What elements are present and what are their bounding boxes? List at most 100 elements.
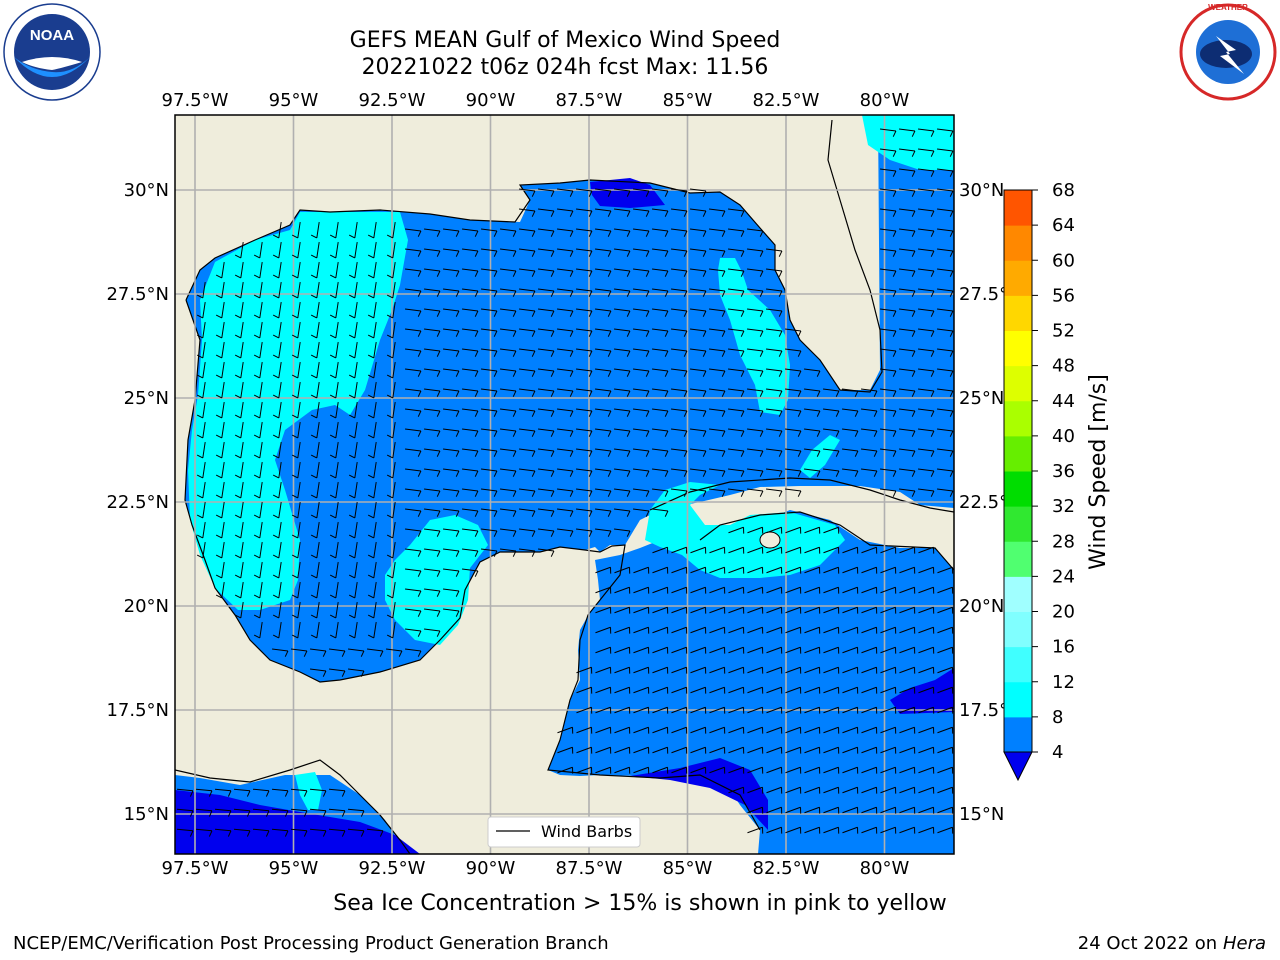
wind-barb-flag	[436, 370, 441, 377]
wind-barb	[880, 706, 896, 714]
wind-barb-flag	[911, 150, 916, 157]
wind-barb	[347, 828, 365, 832]
wind-barb	[632, 348, 650, 352]
wind-barb	[328, 788, 346, 792]
wind-barb-flag	[588, 430, 593, 437]
colorbar-segment	[1004, 435, 1032, 472]
lat-tick-left: 27.5°N	[106, 284, 169, 305]
wind-barb	[937, 706, 953, 714]
wind-barb	[392, 542, 396, 558]
wind-barb	[671, 686, 687, 694]
wind-barb	[461, 348, 479, 352]
wind-barb	[899, 686, 915, 694]
wind-barb	[240, 542, 244, 558]
wind-barb	[373, 622, 377, 638]
wind-barb	[404, 568, 422, 572]
wind-barb	[442, 528, 460, 532]
lon-tick-top: 82.5°W	[753, 90, 820, 111]
wind-barb	[899, 826, 915, 834]
wind-barb	[594, 488, 612, 492]
wind-barb	[575, 388, 593, 392]
wind-barb	[537, 488, 555, 492]
wind-barb	[297, 342, 301, 358]
wind-barb	[499, 288, 517, 292]
wind-barb-flag	[417, 250, 422, 257]
wind-barb	[917, 248, 935, 252]
wind-barb	[690, 746, 706, 754]
wind-barb-flag	[569, 230, 574, 237]
wind-barb-flag	[386, 434, 394, 439]
wind-barb	[316, 382, 320, 398]
wind-barb	[354, 482, 358, 498]
wind-barb-flag	[512, 470, 517, 477]
wind-barb	[709, 566, 725, 574]
wind-barb-flag	[474, 370, 479, 377]
wind-barb	[354, 362, 358, 378]
wind-barb	[537, 208, 555, 212]
lon-tick-bottom: 97.5°W	[162, 858, 229, 879]
wind-barb	[689, 488, 707, 492]
wind-barb	[392, 282, 396, 298]
wind-barb-flag	[664, 230, 669, 237]
wind-barb	[335, 502, 339, 518]
wind-barb	[499, 328, 517, 332]
wind-barb	[746, 228, 764, 232]
wind-barb-flag	[626, 410, 631, 417]
wind-barb	[842, 566, 858, 574]
wind-barb-flag	[291, 434, 299, 439]
wind-barb	[671, 646, 687, 654]
wind-barb	[221, 382, 225, 398]
wind-barb	[861, 826, 877, 834]
wind-barb-flag	[215, 394, 223, 399]
wind-barb	[651, 208, 669, 212]
wind-barb-flag	[253, 594, 261, 599]
wind-barb	[842, 726, 858, 734]
nws-logo: WEATHER	[1179, 3, 1277, 101]
wind-barb	[290, 648, 308, 652]
wind-barb	[613, 268, 631, 272]
colorbar-tick-label: 28	[1052, 531, 1075, 552]
wind-barb-flag	[911, 390, 916, 397]
wind-barb-flag	[417, 570, 422, 577]
wind-barb	[233, 808, 251, 812]
wind-barb	[898, 248, 916, 252]
wind-barb	[670, 228, 688, 232]
wind-barb-flag	[455, 370, 460, 377]
wind-barb-flag	[436, 310, 441, 317]
wind-barb	[879, 168, 897, 172]
wind-barb	[766, 766, 782, 774]
wind-barb	[746, 348, 764, 352]
wind-barb-flag	[816, 430, 821, 437]
wind-barb	[804, 686, 820, 694]
wind-barb-flag	[683, 450, 688, 457]
lat-tick-left: 22.5°N	[106, 492, 169, 513]
wind-barb-flag	[329, 494, 337, 499]
wind-barb	[442, 408, 460, 412]
wind-barb	[746, 488, 764, 492]
wind-barb	[278, 222, 282, 238]
wind-barb-flag	[253, 434, 261, 439]
wind-barb-flag	[272, 474, 280, 479]
wind-barb	[354, 242, 358, 258]
wind-barb-flag	[911, 250, 916, 257]
wind-barb	[632, 308, 650, 312]
wind-barb-flag	[778, 330, 783, 337]
wind-barb	[861, 766, 877, 774]
wind-barb-flag	[329, 294, 337, 299]
wind-barb-flag	[386, 454, 394, 459]
wind-barb	[214, 828, 232, 832]
wind-barb	[804, 826, 820, 834]
wind-barb-flag	[949, 310, 954, 317]
wind-barb-flag	[531, 230, 536, 237]
wind-barb-flag	[607, 330, 612, 337]
wind-barb-flag	[588, 370, 593, 377]
wind-barb	[423, 548, 441, 552]
wind-barb	[803, 368, 821, 372]
wind-barb-flag	[588, 310, 593, 317]
wind-barb-flag	[367, 514, 375, 519]
wind-barb	[632, 508, 650, 512]
wind-barb	[652, 666, 668, 674]
wind-barb-flag	[873, 450, 878, 457]
wind-barb	[442, 448, 460, 452]
wind-barb-flag	[759, 450, 764, 457]
